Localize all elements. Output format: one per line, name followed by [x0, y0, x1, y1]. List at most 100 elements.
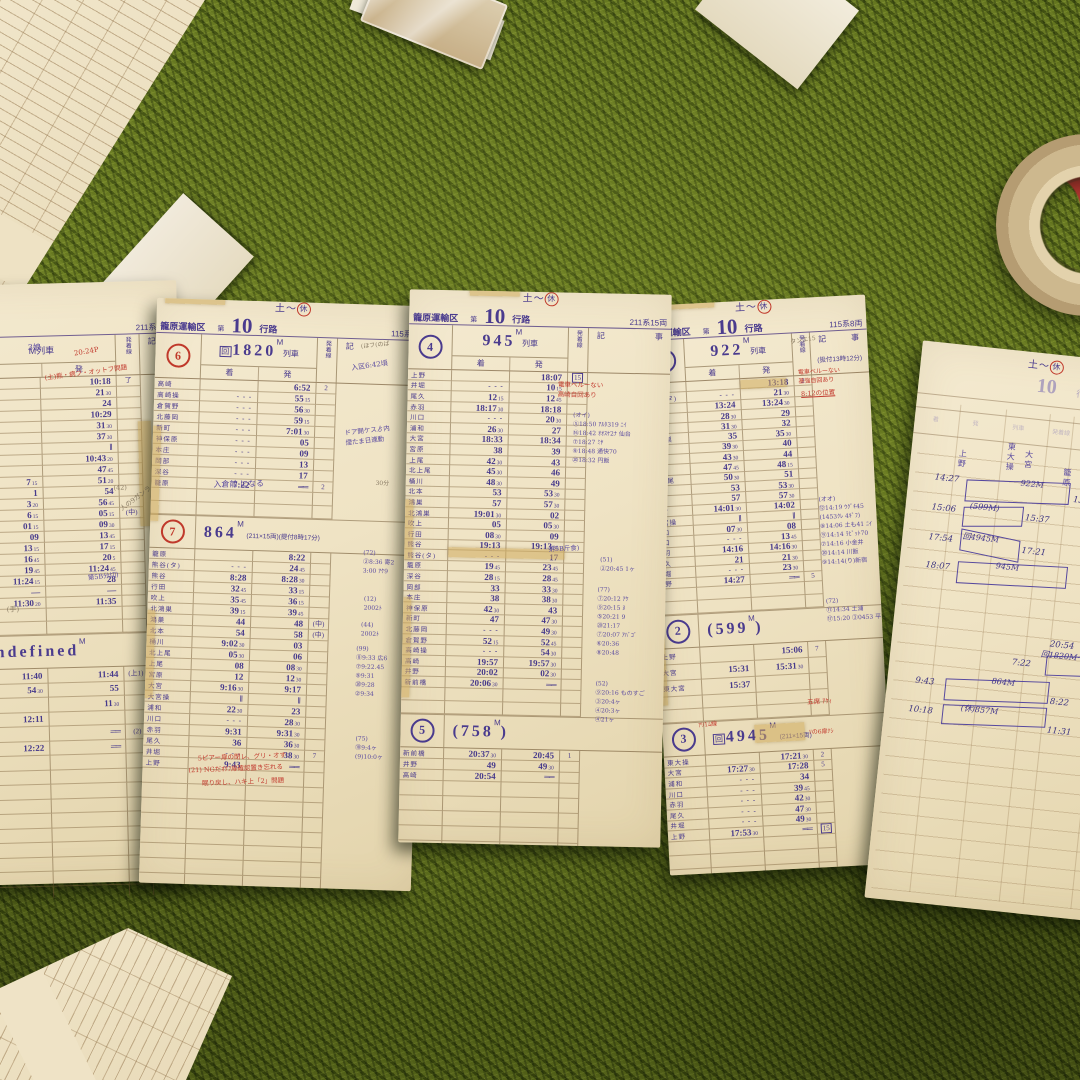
track-number [305, 728, 326, 741]
track-number [563, 563, 585, 575]
handwritten-note: (44) 2002ﾄ [360, 621, 380, 639]
track-number [121, 551, 146, 563]
timetable: 土〜休籠原運輸区第10行路115系8両1922M列車着発発着線記事(扱付13時1… [640, 295, 895, 876]
track-number [315, 415, 336, 428]
remarks-cell [582, 659, 664, 670]
track-number [304, 761, 325, 774]
train-number-suffix-M: M [742, 335, 750, 345]
duty-label: 行路 [512, 314, 531, 325]
track-number [121, 573, 147, 585]
duty-number: 10 [715, 314, 739, 340]
departure-time [53, 884, 131, 901]
remarks-cell [827, 654, 885, 672]
remarks-cell [580, 762, 662, 774]
arrival-time [442, 795, 502, 813]
departure-time [502, 702, 562, 717]
arrival-time [184, 874, 244, 891]
remarks-cell [579, 784, 661, 800]
track-number [557, 843, 579, 848]
badge-cell: 6 [154, 332, 203, 379]
track-number [310, 574, 331, 587]
holiday-circle-badge: 休 [1049, 359, 1065, 376]
handwritten-note: (75) ⑩9:4ヶ (9)10:0ヶ [354, 735, 384, 762]
departure-time [765, 862, 821, 876]
rolling-stock: 115系8両 [829, 318, 863, 330]
train-number: 945 [482, 332, 516, 350]
section-number-badge: 7 [160, 519, 185, 544]
track-number [306, 706, 327, 719]
track-number [313, 470, 334, 483]
remarks-cell [826, 638, 884, 656]
station-name [398, 810, 443, 826]
arrival-time [444, 700, 504, 716]
track-number [562, 648, 583, 660]
remarks-cell [579, 814, 661, 830]
arr-dep-label: 発 [762, 365, 771, 375]
track-number [561, 679, 582, 691]
track-number [314, 426, 336, 439]
faded-col-label: 発着線 [1051, 429, 1071, 438]
train-number-suffix-M: M [276, 337, 284, 347]
arr-dep-label: 発 [534, 359, 543, 370]
track-number [560, 703, 582, 717]
remarks-cell [584, 543, 666, 554]
faded-col-label: 発 [972, 421, 979, 428]
duty-diagram-card: 土〜休10行路着発列車発着線記上野東大操大宮籠原14:27922M13:1815… [864, 340, 1080, 924]
train-label: 列車 [749, 345, 767, 356]
track-number: (中) [308, 618, 330, 631]
track-number: 1 [559, 750, 581, 762]
track-number [120, 540, 146, 552]
track-number [559, 772, 580, 784]
duty-number: 10 [231, 313, 253, 338]
track-number [819, 861, 839, 876]
handwritten-note: (42) [113, 483, 127, 492]
station-name: 新前橋 [400, 747, 445, 759]
arr-dep-header: 着発 [452, 355, 568, 372]
remarks-cell [585, 511, 667, 522]
train-number: undefined [0, 641, 80, 662]
handwritten-note: (77) ⑦20:12 ｱｹ ⑨20:15 ﾇ ⑤20:21 9 ⑳21:17 … [596, 586, 637, 657]
timetable-card-922M-599M-4945M: 土〜休籠原運輸区第10行路115系8両1922M列車着発発着線記事(扱付13時1… [640, 294, 895, 876]
track-number: 7 [304, 750, 326, 763]
train-number-suffix-M: M [747, 613, 755, 623]
ki-label: 記 [817, 334, 827, 345]
section-number-badge: 4 [417, 334, 443, 360]
track-number [805, 594, 825, 608]
track-number [563, 595, 584, 607]
track-number [310, 552, 332, 565]
handwritten-note: (オオ) ⑫14:19 ｳｸﾞｷ45 (1453ｸﾚ 4ｷﾞﾌ) ⑧14:06 … [818, 495, 873, 567]
arr-dep-label [0, 363, 43, 379]
track-number [558, 813, 579, 829]
handwritten-note: 8:12の位置 [800, 388, 836, 398]
ki-label: 記 [596, 331, 605, 341]
track-number [310, 563, 331, 576]
depot-name: 籠原運輸区 [160, 320, 206, 333]
remarks-cell [578, 829, 660, 845]
paper-corner-top-right [694, 0, 860, 90]
remarks-cell [585, 532, 667, 543]
remarks-cell [322, 848, 412, 865]
track-number: 2 [316, 382, 337, 395]
track-col-vertical-label: 発着線 [575, 329, 582, 348]
track-col-header: 発着線 [568, 327, 590, 373]
arr-dep-label: 発 [283, 369, 292, 380]
track-number [309, 585, 331, 598]
timetable: 土〜休籠原運輸区第10行路115系7両6回1820M列車着発発着線記事高崎6:5… [138, 297, 429, 892]
track-number [563, 605, 584, 617]
remarks-header-labels: 記事 [810, 329, 868, 347]
track-number [559, 761, 580, 773]
faded-col-label: 列車 [1011, 425, 1025, 433]
train-consist-note: (211×15両)(提付8時17分) [246, 532, 320, 543]
arr-dep-label: 着 [200, 365, 260, 381]
blank-grid-card-bottom-left [0, 928, 232, 1080]
sat-label: 土〜 [522, 293, 545, 305]
departure-time [500, 812, 559, 829]
arrival-time [0, 886, 55, 902]
diagram-station-label: 大宮 [1022, 449, 1035, 471]
track-number [315, 393, 337, 406]
track-number [558, 828, 579, 844]
handwritten-note: ｿの6扉ﾅｼ [808, 727, 834, 737]
track-number [312, 505, 333, 520]
track-number [120, 529, 145, 541]
